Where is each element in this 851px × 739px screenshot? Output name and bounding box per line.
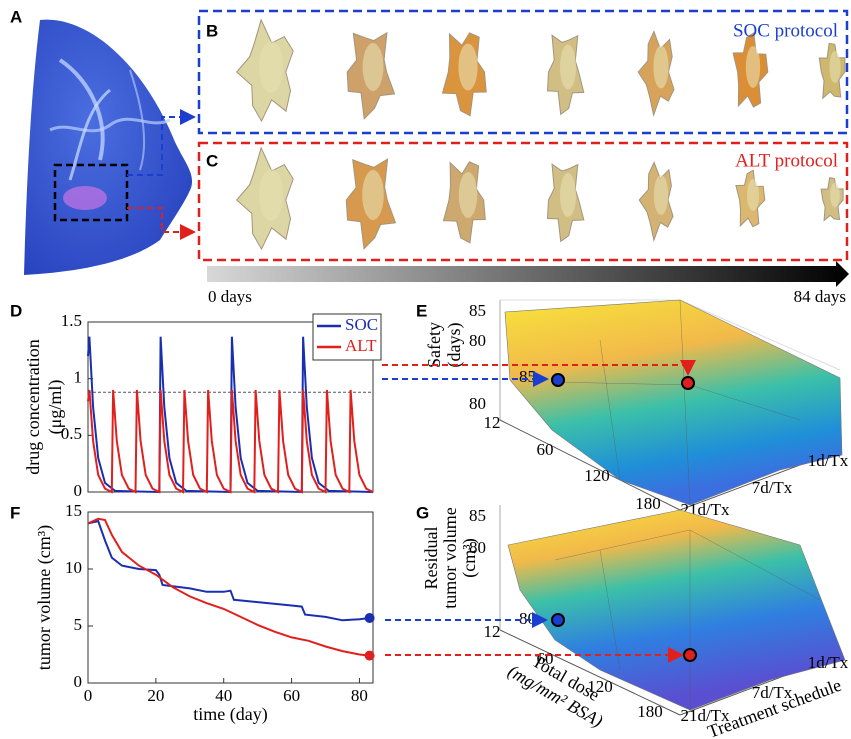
tumor-core (363, 43, 384, 91)
y-tick-label: 10 (65, 558, 82, 577)
dose-tick-label: 180 (635, 494, 661, 513)
z-label: Residual (421, 527, 441, 590)
z-tick-label: 80 (519, 609, 536, 628)
soc-point (552, 614, 564, 626)
timeline-end: 84 days (794, 287, 846, 306)
schedule-tick-label: 7d/Tx (752, 478, 793, 497)
y-label: drug concentration (23, 339, 43, 474)
y-label: tumor volume (cm³) (34, 525, 55, 670)
tumor-core (829, 51, 840, 83)
tumor-core (653, 46, 668, 89)
timeline (207, 261, 849, 287)
y-tick-label: 1 (74, 368, 83, 387)
tumor-core (560, 173, 576, 217)
z-tick-label: 85 (469, 301, 486, 320)
tumor-images (237, 20, 845, 249)
soc-title: SOC protocol (733, 20, 838, 41)
x-tick-label: 80 (351, 686, 368, 705)
z-label: (days) (444, 323, 465, 368)
z-label: Safety (424, 322, 444, 368)
tumor-core (362, 170, 384, 220)
tumor-core (830, 183, 840, 208)
panel-label: G (416, 503, 429, 522)
y-tick-label: 0 (74, 672, 83, 691)
dose-tick-label: 60 (537, 440, 554, 459)
end-marker (365, 651, 375, 661)
z-label: (cm³) (459, 538, 480, 577)
z-tick-label: 80 (469, 331, 486, 350)
plot-frame (88, 512, 373, 683)
schedule-tick-label: 1d/Tx (808, 451, 849, 470)
panel-label: B (206, 21, 218, 40)
panel-label: C (206, 151, 218, 170)
z-label: tumor volume (440, 507, 460, 609)
dose-tick-label: 12 (484, 622, 501, 641)
y-tick-label: 15 (65, 501, 82, 520)
end-marker (365, 613, 375, 623)
tumor-core (259, 41, 283, 93)
tumor-core (259, 169, 283, 221)
timeline-start: 0 days (208, 287, 252, 306)
schedule-tick-label: 1d/Tx (808, 653, 849, 672)
legend-label: ALT (345, 336, 377, 355)
y-tick-label: 5 (74, 615, 83, 634)
y-tick-label: 0 (74, 481, 83, 500)
figure: SOC protocol ALT protocol 0 days 84 days… (0, 0, 851, 739)
tumor-core (458, 44, 477, 91)
surface-e: 85 80 85 80 Safety (days) 12 60 120 180 … (424, 300, 849, 519)
z-tick-label: 85 (519, 367, 536, 386)
tumor-core (654, 175, 668, 215)
panel-label: F (10, 503, 20, 522)
x-tick-label: 20 (147, 686, 164, 705)
z-tick-label: 80 (469, 394, 486, 413)
y-label: (μg/ml) (45, 380, 66, 435)
breast-model (24, 20, 192, 275)
soc-point (552, 374, 564, 386)
alt-title: ALT protocol (735, 150, 838, 171)
x-tick-label: 60 (283, 686, 300, 705)
legend-label: SOC (345, 315, 378, 334)
alt-point (682, 377, 694, 389)
y-tick-label: 1.5 (61, 311, 82, 330)
dose-tick-label: 180 (637, 702, 663, 721)
series-line (88, 521, 370, 620)
x-tick-label: 40 (215, 686, 232, 705)
tumor-core (560, 45, 576, 90)
tumor-core (747, 179, 759, 211)
dose-tick-label: 120 (584, 466, 610, 485)
surface-g: 85 80 80 Residual tumor volume (cm³) 12 … (421, 505, 849, 739)
x-tick-label: 0 (84, 686, 93, 705)
z-tick-label: 85 (469, 506, 486, 525)
panel-label: E (416, 301, 427, 320)
tumor-core (459, 172, 477, 218)
x-label: time (day) (193, 704, 267, 725)
panel-label: D (10, 301, 22, 320)
dose-tick-label: 12 (484, 413, 501, 432)
alt-point (684, 649, 696, 661)
panel-label: A (10, 7, 22, 26)
tumor-core (746, 46, 760, 88)
series-line (88, 519, 370, 656)
